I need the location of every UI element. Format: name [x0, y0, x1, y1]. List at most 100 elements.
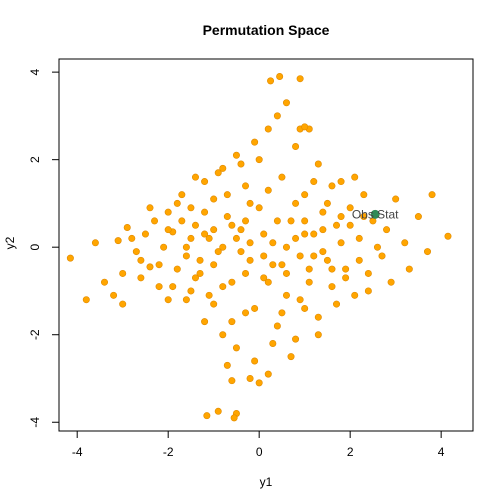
- permutation-point: [328, 265, 336, 273]
- permutation-point: [187, 204, 195, 212]
- permutation-point: [276, 73, 284, 81]
- permutation-point: [232, 234, 240, 242]
- permutation-point: [401, 239, 409, 247]
- permutation-point: [305, 265, 313, 273]
- permutation-point: [319, 248, 327, 256]
- permutation-point: [137, 274, 145, 282]
- permutation-point: [178, 191, 186, 199]
- permutation-point: [164, 296, 172, 304]
- permutation-point: [319, 226, 327, 234]
- permutation-point: [82, 296, 90, 304]
- permutation-point: [246, 239, 254, 247]
- x-tick-label: -4: [72, 445, 83, 459]
- permutation-point: [201, 208, 209, 216]
- permutation-point: [66, 254, 74, 262]
- observed-stat-label: Obs Stat: [352, 207, 399, 221]
- permutation-point: [246, 256, 254, 264]
- y-tick-label: -4: [28, 417, 42, 428]
- permutation-point: [287, 217, 295, 225]
- permutation-point: [203, 412, 211, 420]
- permutation-point: [342, 274, 350, 282]
- permutation-point: [269, 339, 277, 347]
- x-tick-label: 4: [438, 445, 445, 459]
- permutation-point: [269, 239, 277, 247]
- permutation-point: [128, 234, 136, 242]
- permutation-point: [314, 331, 322, 339]
- permutation-point: [319, 208, 327, 216]
- permutation-point: [210, 300, 218, 308]
- permutation-point: [328, 182, 336, 190]
- permutation-point: [278, 309, 286, 317]
- permutation-point: [146, 204, 154, 212]
- permutation-point: [278, 261, 286, 269]
- permutation-point: [342, 265, 350, 273]
- permutation-point: [187, 234, 195, 242]
- x-axis-label: y1: [260, 475, 273, 489]
- permutation-point: [323, 256, 331, 264]
- permutation-point: [214, 407, 222, 415]
- permutation-point: [333, 221, 341, 229]
- permutation-point: [242, 182, 250, 190]
- permutation-point: [301, 304, 309, 312]
- permutation-point: [267, 77, 275, 85]
- permutation-point: [141, 230, 149, 238]
- permutation-point: [191, 274, 199, 282]
- permutation-point: [182, 252, 190, 260]
- permutation-point: [178, 217, 186, 225]
- chart-title: Permutation Space: [203, 22, 330, 38]
- permutation-point: [223, 213, 231, 221]
- permutation-point: [373, 243, 381, 251]
- permutation-point: [360, 191, 368, 199]
- permutation-point: [228, 221, 236, 229]
- permutation-point: [310, 230, 318, 238]
- permutation-point: [228, 278, 236, 286]
- permutation-point: [237, 226, 245, 234]
- permutation-point: [255, 204, 263, 212]
- permutation-point: [328, 283, 336, 291]
- permutation-point: [364, 287, 372, 295]
- permutation-point: [137, 256, 145, 264]
- permutation-point: [132, 248, 140, 256]
- x-tick-label: -2: [163, 445, 174, 459]
- permutation-point: [237, 160, 245, 168]
- permutation-point: [228, 318, 236, 326]
- y-tick-label: 0: [28, 244, 42, 251]
- permutation-point: [292, 199, 300, 207]
- permutation-point: [351, 173, 359, 181]
- permutation-point: [164, 226, 172, 234]
- permutation-point: [301, 217, 309, 225]
- permutation-point: [169, 283, 177, 291]
- permutation-point: [292, 143, 300, 151]
- permutation-point: [414, 213, 422, 221]
- permutation-point: [100, 278, 108, 286]
- permutation-point: [232, 151, 240, 159]
- permutation-point: [273, 217, 281, 225]
- permutation-point: [264, 125, 272, 133]
- permutation-point: [383, 226, 391, 234]
- permutation-point: [196, 269, 204, 277]
- permutation-point: [251, 138, 259, 146]
- permutation-point: [219, 243, 227, 251]
- permutation-point: [282, 291, 290, 299]
- permutation-point: [292, 335, 300, 343]
- permutation-point: [173, 199, 181, 207]
- permutation-point: [119, 300, 127, 308]
- permutation-point: [364, 269, 372, 277]
- permutation-point: [360, 213, 368, 221]
- permutation-point: [428, 191, 436, 199]
- y-axis-label: y2: [3, 236, 17, 249]
- permutation-point: [246, 199, 254, 207]
- permutation-point: [424, 248, 432, 256]
- observed-stat-point: [370, 209, 380, 219]
- permutation-point: [196, 256, 204, 264]
- permutation-point: [282, 269, 290, 277]
- permutation-point: [378, 252, 386, 260]
- permutation-point: [301, 230, 309, 238]
- permutation-point: [173, 265, 181, 273]
- permutation-point: [260, 230, 268, 238]
- permutation-point: [119, 269, 127, 277]
- permutation-point: [305, 278, 313, 286]
- permutation-point: [155, 261, 163, 269]
- permutation-point: [155, 283, 163, 291]
